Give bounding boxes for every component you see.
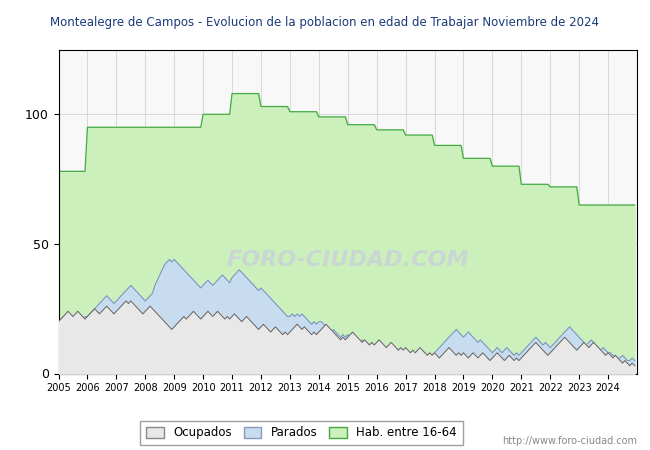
Text: http://www.foro-ciudad.com: http://www.foro-ciudad.com bbox=[502, 436, 637, 446]
Text: Montealegre de Campos - Evolucion de la poblacion en edad de Trabajar Noviembre : Montealegre de Campos - Evolucion de la … bbox=[51, 16, 599, 29]
Text: FORO-CIUDAD.COM: FORO-CIUDAD.COM bbox=[226, 250, 469, 270]
Legend: Ocupados, Parados, Hab. entre 16-64: Ocupados, Parados, Hab. entre 16-64 bbox=[140, 421, 463, 446]
